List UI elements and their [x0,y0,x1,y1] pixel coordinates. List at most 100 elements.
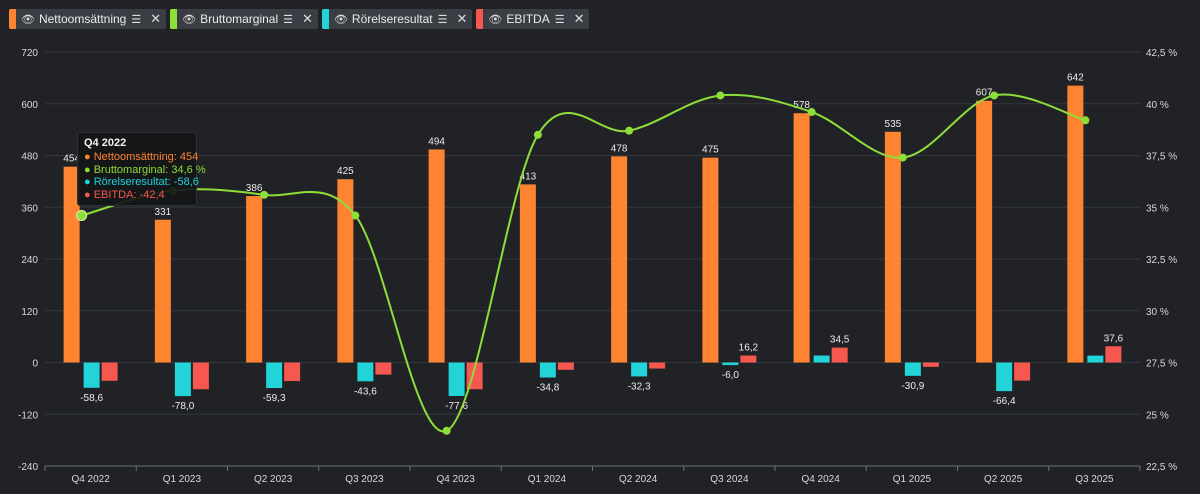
y-left-tick-label: 600 [21,100,38,111]
bar-data-label: 478 [611,143,628,154]
bar-2-5 [557,362,574,370]
tooltip: Q4 2022 ● Nettoomsättning: 454 ● Bruttom… [77,132,206,206]
bar-1-4 [448,362,465,396]
bar-1-11 [1087,355,1104,363]
tooltip-text: EBITDA: -42,4 [93,188,165,201]
eye-icon[interactable]: 👁 [488,13,503,26]
y-left-tick-label: 720 [21,48,38,59]
x-tick-label: Q3 2023 [345,474,384,485]
y-left-tick-label: 0 [32,359,38,370]
bar-0-10 [976,100,993,363]
eye-icon[interactable]: 👁 [182,13,197,26]
tooltip-row-bruttomarginal: ● Bruttomarginal: 34,6 % [84,163,206,176]
bar-2-9 [922,362,939,367]
line-point-10 [990,91,999,100]
legend: 👁 Nettoomsättning ☰ ✕ 👁 Bruttomarginal ☰… [9,9,590,31]
close-icon[interactable]: ✕ [150,11,162,26]
bar-data-label: 16,2 [739,343,759,354]
bar-data-label: -32,3 [628,381,651,392]
eye-icon[interactable]: 👁 [333,13,348,26]
bar-2-2 [284,362,301,382]
bar-data-label: -59,3 [263,393,286,404]
legend-label: Nettoomsättning [38,12,127,26]
bar-0-11 [1067,85,1084,363]
tooltip-text: Rörelseresultat: -58,6 [93,176,199,188]
close-icon[interactable]: ✕ [302,11,313,26]
x-tick-label: Q4 2022 [71,474,110,485]
bar-0-3 [337,179,354,363]
tooltip-title: Q4 2022 [84,137,127,149]
legend-label: Bruttomarginal [200,12,279,26]
y-left-tick-label: -120 [18,410,38,421]
legend-item-bruttomarginal[interactable]: 👁 Bruttomarginal ☰ ✕ [170,9,318,29]
bar-data-label: 578 [793,100,810,111]
layers-icon[interactable]: ☰ [131,13,142,26]
bar-0-8 [793,113,810,363]
bar-2-8 [831,347,848,363]
bar-0-7 [702,157,719,363]
bar-1-1 [174,362,191,397]
x-tick-label: Q4 2023 [436,474,475,485]
y-right-tick-label: 30 % [1146,307,1169,318]
bar-1-9 [904,362,921,376]
bar-2-1 [192,362,209,390]
bar-0-4 [428,149,445,363]
x-tick-label: Q1 2023 [163,474,202,485]
x-tick-label: Q3 2025 [1075,474,1114,485]
y-right-tick-label: 37,5 % [1146,152,1177,163]
bar-1-7 [722,362,739,366]
bar-2-0 [101,362,118,381]
bar-2-7 [740,355,757,363]
x-tick-label: Q1 2024 [528,474,567,485]
y-right-tick-label: 32,5 % [1146,255,1177,266]
y-left-tick-label: 360 [21,203,38,214]
bar-data-label: 642 [1067,73,1084,84]
y-right-tick-label: 40 % [1146,100,1169,111]
legend-item-rorelseresultat[interactable]: 👁 Rörelseresultat ☰ ✕ [321,9,473,29]
line-point-3 [351,211,360,220]
x-tick-label: Q2 2023 [254,474,293,485]
line-point-5 [533,130,542,139]
bar-data-label: -34,8 [536,383,559,394]
layers-icon[interactable]: ☰ [554,13,565,26]
bar-2-11 [1105,346,1122,363]
eye-icon[interactable]: 👁 [21,13,35,26]
y-left-tick-label: 480 [21,152,38,163]
bar-data-label: 34,5 [830,335,850,346]
bar-data-label: 475 [702,145,719,156]
bar-2-3 [375,362,392,375]
tooltip-text: Nettoomsättning: 454 [93,151,199,163]
tooltip-row-rorelseresultat: ● Rörelseresultat: -58,6 [84,176,199,188]
line-point-8 [807,108,816,117]
bar-data-label: -78,0 [171,401,194,412]
legend-item-ebitda[interactable]: 👁 EBITDA ☰ ✕ [476,9,590,29]
bar-data-label: 413 [520,171,537,182]
layers-icon[interactable]: ☰ [437,13,448,26]
bar-0-5 [519,184,536,363]
bar-2-10 [1014,362,1031,381]
tooltip-row-ebitda: ● EBITDA: -42,4 [84,188,165,201]
series-color-swatch [9,9,16,29]
y-right-tick-label: 22,5 % [1146,462,1177,473]
bar-data-label: 425 [337,166,354,177]
bar-0-2 [246,196,263,363]
line-point-11 [1081,116,1090,125]
line-point-4 [442,426,451,435]
tooltip-row-nettoomsattning: ● Nettoomsättning: 454 [84,151,199,163]
line-point-0 [76,210,88,222]
bar-data-label: 454 [63,154,80,165]
bar-0-9 [884,131,901,363]
y-right-tick-label: 25 % [1146,410,1169,421]
legend-label: EBITDA [506,12,550,26]
close-icon[interactable]: ✕ [456,11,468,26]
bar-data-label: 607 [976,88,993,99]
bar-data-label: -77,6 [445,401,468,412]
layers-icon[interactable]: ☰ [283,13,294,26]
bar-data-label: 386 [246,183,263,194]
y-left-tick-label: 240 [21,255,38,266]
x-tick-label: Q1 2025 [893,474,932,485]
x-tick-label: Q2 2024 [619,474,658,485]
legend-item-nettoomsattning[interactable]: 👁 Nettoomsättning ☰ ✕ [9,9,167,29]
close-icon[interactable]: ✕ [573,11,585,26]
x-tick-label: Q4 2024 [801,474,840,485]
